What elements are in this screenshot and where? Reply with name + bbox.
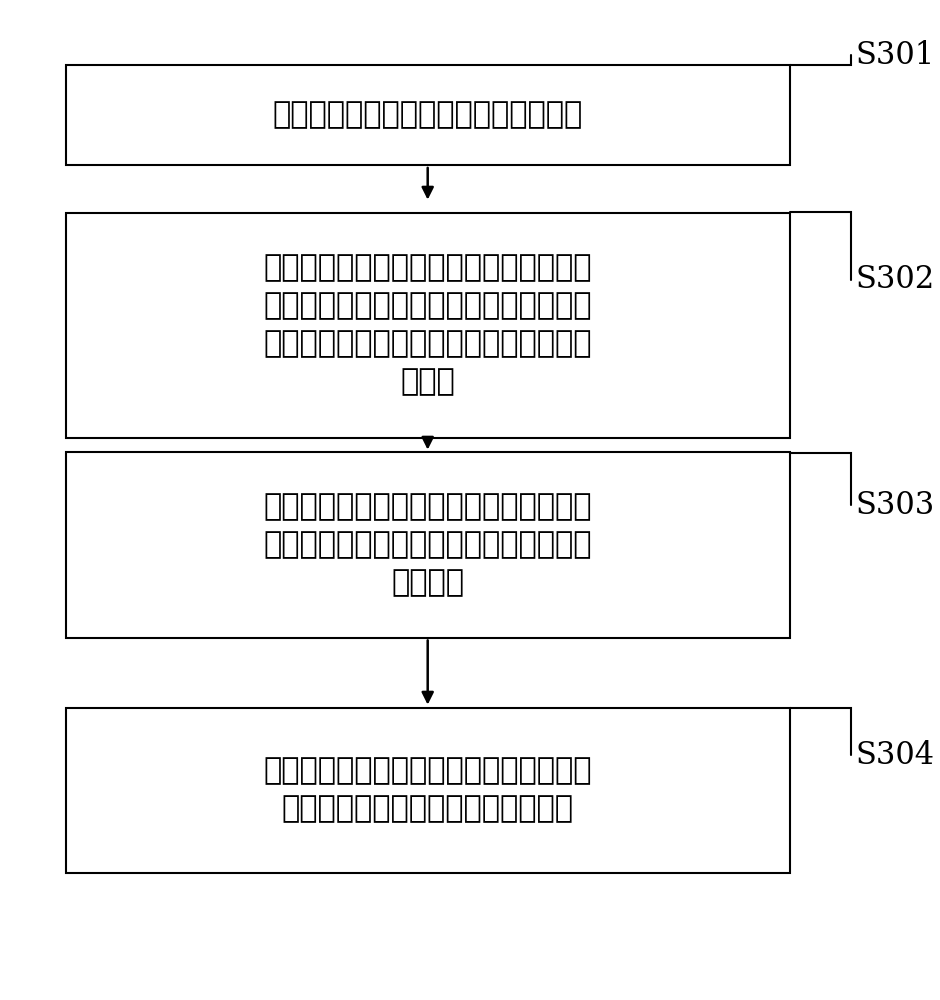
Bar [66,708,790,872]
Text: S301: S301 [855,39,934,70]
Text: 间的空闲空间中确定第二待转化空间: 间的空闲空间中确定第二待转化空间 [282,794,573,824]
Text: S304: S304 [855,740,934,770]
Text: 二待转化空间的容量为内存空间的容量的: 二待转化空间的容量为内存空间的容量的 [263,330,592,359]
Text: 计算高速存储空间中数据的活跃度，并将: 计算高速存储空间中数据的活跃度，并将 [263,492,592,522]
Text: S303: S303 [855,489,934,520]
Text: 变化量: 变化量 [400,367,455,396]
Bar [66,213,790,438]
Text: 根据已使用内存空间的大小计算利用率等: 根据已使用内存空间的大小计算利用率等 [263,253,592,282]
Text: 储设备中: 储设备中 [391,568,464,597]
Text: 于第四阈值时内存空间的容量，并确定第: 于第四阈值时内存空间的容量，并确定第 [263,292,592,320]
Text: 根据第二待转化空间的容量在高速存储空: 根据第二待转化空间的容量在高速存储空 [263,757,592,786]
Text: 根据利用率计算已使用内存空间的容量: 根据利用率计算已使用内存空间的容量 [273,101,583,129]
Bar [66,452,790,638]
Bar [66,65,790,165]
Text: 活跃度小于第二预设值的数据存入传统存: 活跃度小于第二预设值的数据存入传统存 [263,530,592,560]
Text: S302: S302 [855,264,934,296]
